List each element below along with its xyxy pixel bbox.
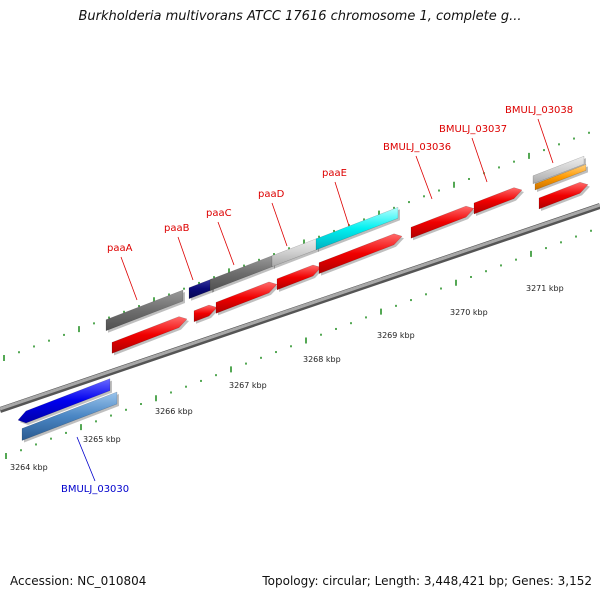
gene-paaA-grey bbox=[105, 289, 185, 333]
gene-features bbox=[17, 155, 590, 443]
scale-tick-label: 3270 kbp bbox=[450, 308, 488, 317]
gene-label-paaC[interactable]: paaC bbox=[206, 208, 232, 219]
gene-03038-arrow-body bbox=[538, 181, 589, 210]
gene-label-paaB[interactable]: paaB bbox=[164, 223, 190, 234]
gene-paaD-lightgrey-body bbox=[271, 238, 318, 268]
gene-03036-arrow bbox=[410, 205, 476, 241]
scale-tick-label: 3271 kbp bbox=[526, 284, 564, 293]
gene-paaA-grey-body bbox=[105, 289, 184, 332]
gene-paaE-cyan-body bbox=[315, 206, 399, 251]
gene-label-bmulj-03038[interactable]: BMULJ_03038 bbox=[505, 105, 573, 116]
gene-03037-arrow bbox=[473, 187, 524, 217]
scale-tick-label: 3265 kbp bbox=[83, 435, 121, 444]
gene-paaE-arrow-body bbox=[318, 233, 403, 275]
leader-line bbox=[177, 236, 194, 281]
gene-03029-blue bbox=[17, 378, 112, 425]
gene-03029-blue-body bbox=[17, 378, 111, 424]
gene-03037-arrow-body bbox=[473, 187, 523, 215]
gene-03036-arrow-body bbox=[410, 205, 475, 239]
leader-line bbox=[471, 137, 488, 183]
leader-line bbox=[76, 436, 96, 482]
gene-paaB-navy-body bbox=[188, 278, 213, 300]
chromosome-backbone bbox=[0, 203, 600, 413]
scale-labels: 3264 kbp 3265 kbp 3266 kbp 3267 kbp 3268… bbox=[10, 284, 564, 472]
gene-label-bmulj-03036[interactable]: BMULJ_03036 bbox=[383, 142, 451, 153]
gene-label-paaA[interactable]: paaA bbox=[107, 243, 133, 254]
gene-paaE-cyan bbox=[315, 206, 400, 252]
gene-paaB-arrow-body bbox=[193, 304, 218, 323]
gene-03038-orange bbox=[534, 164, 588, 193]
label-leader-lines bbox=[76, 118, 554, 482]
leader-line bbox=[271, 202, 288, 247]
gene-paaA-arrow bbox=[111, 316, 189, 356]
gene-label-paaD[interactable]: paaD bbox=[258, 189, 285, 200]
leader-line bbox=[334, 181, 350, 227]
gene-label-bmulj-03030[interactable]: BMULJ_03030 bbox=[61, 484, 129, 495]
scale-tick-label: 3269 kbp bbox=[377, 331, 415, 340]
gene-paaE-arrow bbox=[318, 233, 404, 276]
map-title: Burkholderia multivorans ATCC 17616 chro… bbox=[78, 9, 522, 24]
gene-paaD-arrow-body bbox=[276, 264, 322, 291]
gene-paaD-arrow bbox=[276, 264, 323, 292]
topology-text: Topology: circular; Length: 3,448,421 bp… bbox=[262, 574, 592, 588]
gene-paaD-lightgrey bbox=[271, 238, 319, 269]
leader-line bbox=[120, 256, 138, 301]
gene-paaB-navy bbox=[188, 278, 214, 301]
gene-labels[interactable]: paaA paaB paaC paaD paaE BMULJ_03036 BMU… bbox=[61, 105, 573, 495]
scale-tick-label: 3267 kbp bbox=[229, 381, 267, 390]
backbone-line bbox=[0, 203, 600, 411]
gene-paaC-arrow bbox=[215, 281, 279, 316]
gene-paaC-arrow-body bbox=[215, 281, 278, 314]
gene-03038-lightgrey-body bbox=[532, 155, 585, 185]
scale-tick-label: 3268 kbp bbox=[303, 355, 341, 364]
gene-paaB-arrow bbox=[193, 304, 219, 324]
gene-label-bmulj-03037[interactable]: BMULJ_03037 bbox=[439, 124, 507, 135]
leader-line bbox=[537, 118, 554, 164]
scale-tick-label: 3264 kbp bbox=[10, 463, 48, 472]
scale-tick-label: 3266 kbp bbox=[155, 407, 193, 416]
leader-line bbox=[217, 221, 235, 266]
gene-03030-steel-body bbox=[21, 391, 118, 441]
leader-line bbox=[415, 155, 433, 200]
gene-paaA-arrow-body bbox=[111, 316, 188, 354]
gene-03038-arrow bbox=[538, 181, 590, 211]
gene-label-paaE[interactable]: paaE bbox=[322, 168, 347, 179]
gene-03030-steel bbox=[21, 391, 119, 443]
gene-03038-orange-body bbox=[534, 164, 587, 191]
accession-text: Accession: NC_010804 bbox=[10, 574, 147, 588]
gene-03038-lightgrey bbox=[532, 155, 586, 186]
